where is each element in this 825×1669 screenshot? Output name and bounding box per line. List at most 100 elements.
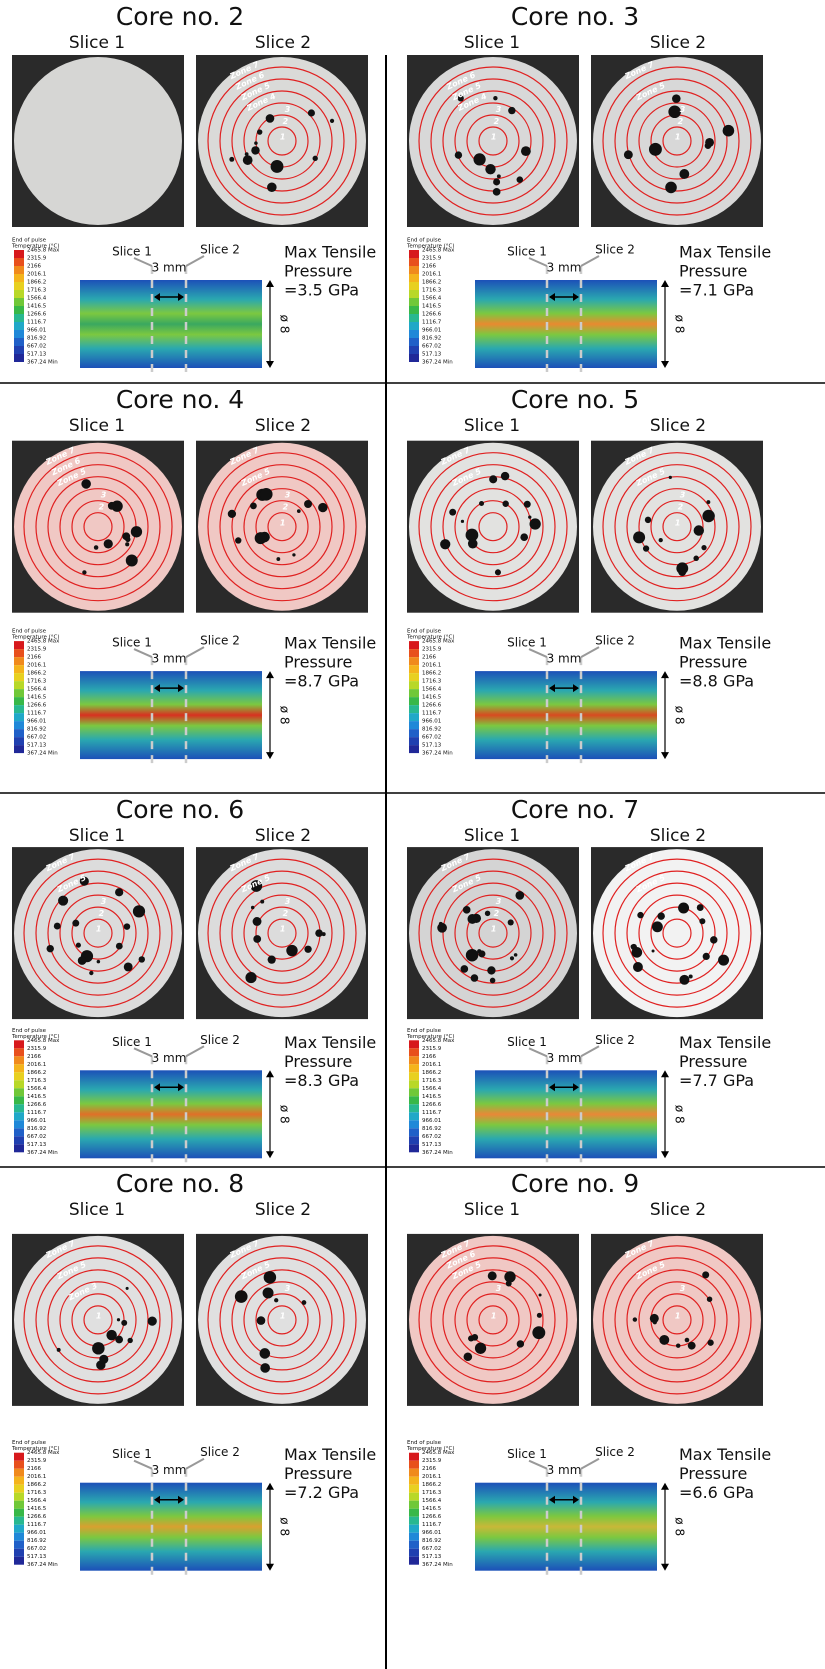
pore [688, 1342, 696, 1350]
pore [633, 531, 645, 543]
legend-tick: 2016.1 [27, 1474, 46, 1480]
legend-tick: 1866.2 [27, 280, 46, 286]
heat-slice-label: Slice 2 [595, 243, 635, 257]
pore [81, 479, 91, 489]
legend-tick: 1716.3 [27, 679, 47, 685]
pore [534, 522, 539, 527]
colorbar-segment [14, 689, 24, 697]
heat-slice-label: Slice 1 [507, 245, 547, 259]
legend-tick: 667.02 [27, 1546, 46, 1552]
pore [72, 920, 79, 927]
legend-tick: 2166 [27, 264, 41, 270]
pore [643, 545, 649, 551]
pore [508, 919, 514, 925]
legend-tick: 1116.7 [27, 711, 47, 717]
legend-tick: 1866.2 [422, 1070, 441, 1076]
slice-label: Slice 2 [255, 33, 311, 53]
zone-label: 2 [283, 503, 289, 512]
legend-tick: 517.13 [27, 1142, 47, 1148]
pore [676, 1343, 680, 1347]
pore [243, 155, 253, 165]
pore [461, 520, 464, 523]
colorbar-segment [14, 1136, 24, 1144]
diameter-label: ø 8 [673, 1517, 687, 1536]
max-tensile-pressure: =7.2 GPa [284, 1483, 359, 1502]
heat-map [80, 671, 262, 759]
pore [255, 532, 267, 544]
slice-leader [134, 258, 152, 266]
colorbar-segment [409, 649, 419, 657]
slice-leader [186, 256, 204, 266]
slice-leader [529, 258, 547, 266]
colorbar-segment [14, 258, 24, 266]
max-tensile-pressure: =8.8 GPa [679, 672, 754, 691]
colorbar-segment [14, 1128, 24, 1136]
pore [115, 1336, 123, 1344]
pore [318, 503, 327, 512]
legend-tick: 2465.8 Max [422, 248, 455, 254]
pore [254, 141, 258, 145]
max-tensile-pressure: Max Tensile [284, 634, 376, 653]
pore [260, 1363, 270, 1373]
max-tensile-pressure: =3.5 GPa [284, 281, 359, 300]
core-panel: Core no. 4Slice 1Zone 7Zone 6Zone 532Sli… [11, 385, 376, 765]
max-tensile-pressure: Max Tensile [284, 243, 376, 262]
pore [229, 157, 234, 162]
colorbar-segment [409, 338, 419, 346]
colorbar-segment [14, 1144, 24, 1152]
legend-tick: 2315.9 [422, 1458, 442, 1464]
legend-tick: 1716.3 [422, 1490, 442, 1496]
slice-label: Slice 1 [464, 416, 520, 436]
colorbar-segment [409, 1072, 419, 1080]
slice-leader [581, 1046, 599, 1056]
max-tensile-pressure: Max Tensile [679, 1445, 771, 1464]
slice-label: Slice 2 [650, 1200, 706, 1220]
colorbar-segment [14, 729, 24, 737]
legend-tick: 1116.7 [422, 711, 442, 717]
legend-tick: 1716.3 [27, 288, 47, 294]
pore [297, 509, 301, 513]
heat-slice-label: Slice 1 [112, 1447, 152, 1461]
zone-label: 1 [280, 133, 286, 142]
legend-tick: 517.13 [27, 743, 47, 749]
pore [514, 953, 518, 957]
colorbar-segment [409, 1549, 419, 1557]
pore [653, 1320, 657, 1324]
panel-title: Core no. 8 [116, 1169, 244, 1198]
colorbar-segment [409, 641, 419, 649]
zone-label: 1 [675, 133, 681, 142]
figure: Core no. 2Slice 1Slice 2Zone 7Zone 6Zone… [0, 0, 825, 1669]
colorbar-segment [409, 1493, 419, 1501]
pore [706, 500, 710, 504]
legend-tick: 2315.9 [422, 647, 442, 653]
legend-tick: 1416.5 [27, 1506, 47, 1512]
legend-tick: 2016.1 [422, 272, 441, 278]
pore [473, 153, 485, 165]
pore [116, 943, 123, 950]
legend-tick: 1416.5 [422, 1506, 442, 1512]
pore [493, 188, 501, 196]
panel-title: Core no. 7 [511, 795, 639, 824]
colorbar-segment [14, 1064, 24, 1072]
colorbar-segment [14, 322, 24, 330]
legend-tick: 1566.4 [27, 687, 47, 693]
legend-tick: 966.01 [422, 328, 441, 334]
colorbar-segment [14, 665, 24, 673]
pore [689, 974, 693, 978]
legend-tick: 1716.3 [27, 1078, 47, 1084]
zone-label: 2 [494, 117, 500, 126]
colorbar-segment [409, 1088, 419, 1096]
legend-tick: 367.24 Min [27, 1150, 58, 1156]
pore [125, 542, 129, 546]
legend-tick: 517.13 [27, 352, 47, 358]
pore [665, 182, 677, 194]
pore [124, 923, 131, 930]
colorbar-segment [409, 290, 419, 298]
pore [260, 1348, 271, 1359]
pore [464, 1352, 473, 1361]
pore [437, 923, 447, 933]
zone-label: 1 [675, 518, 681, 527]
panel-title: Core no. 6 [116, 795, 244, 824]
pore [539, 1293, 542, 1296]
colorbar-segment [14, 1088, 24, 1096]
